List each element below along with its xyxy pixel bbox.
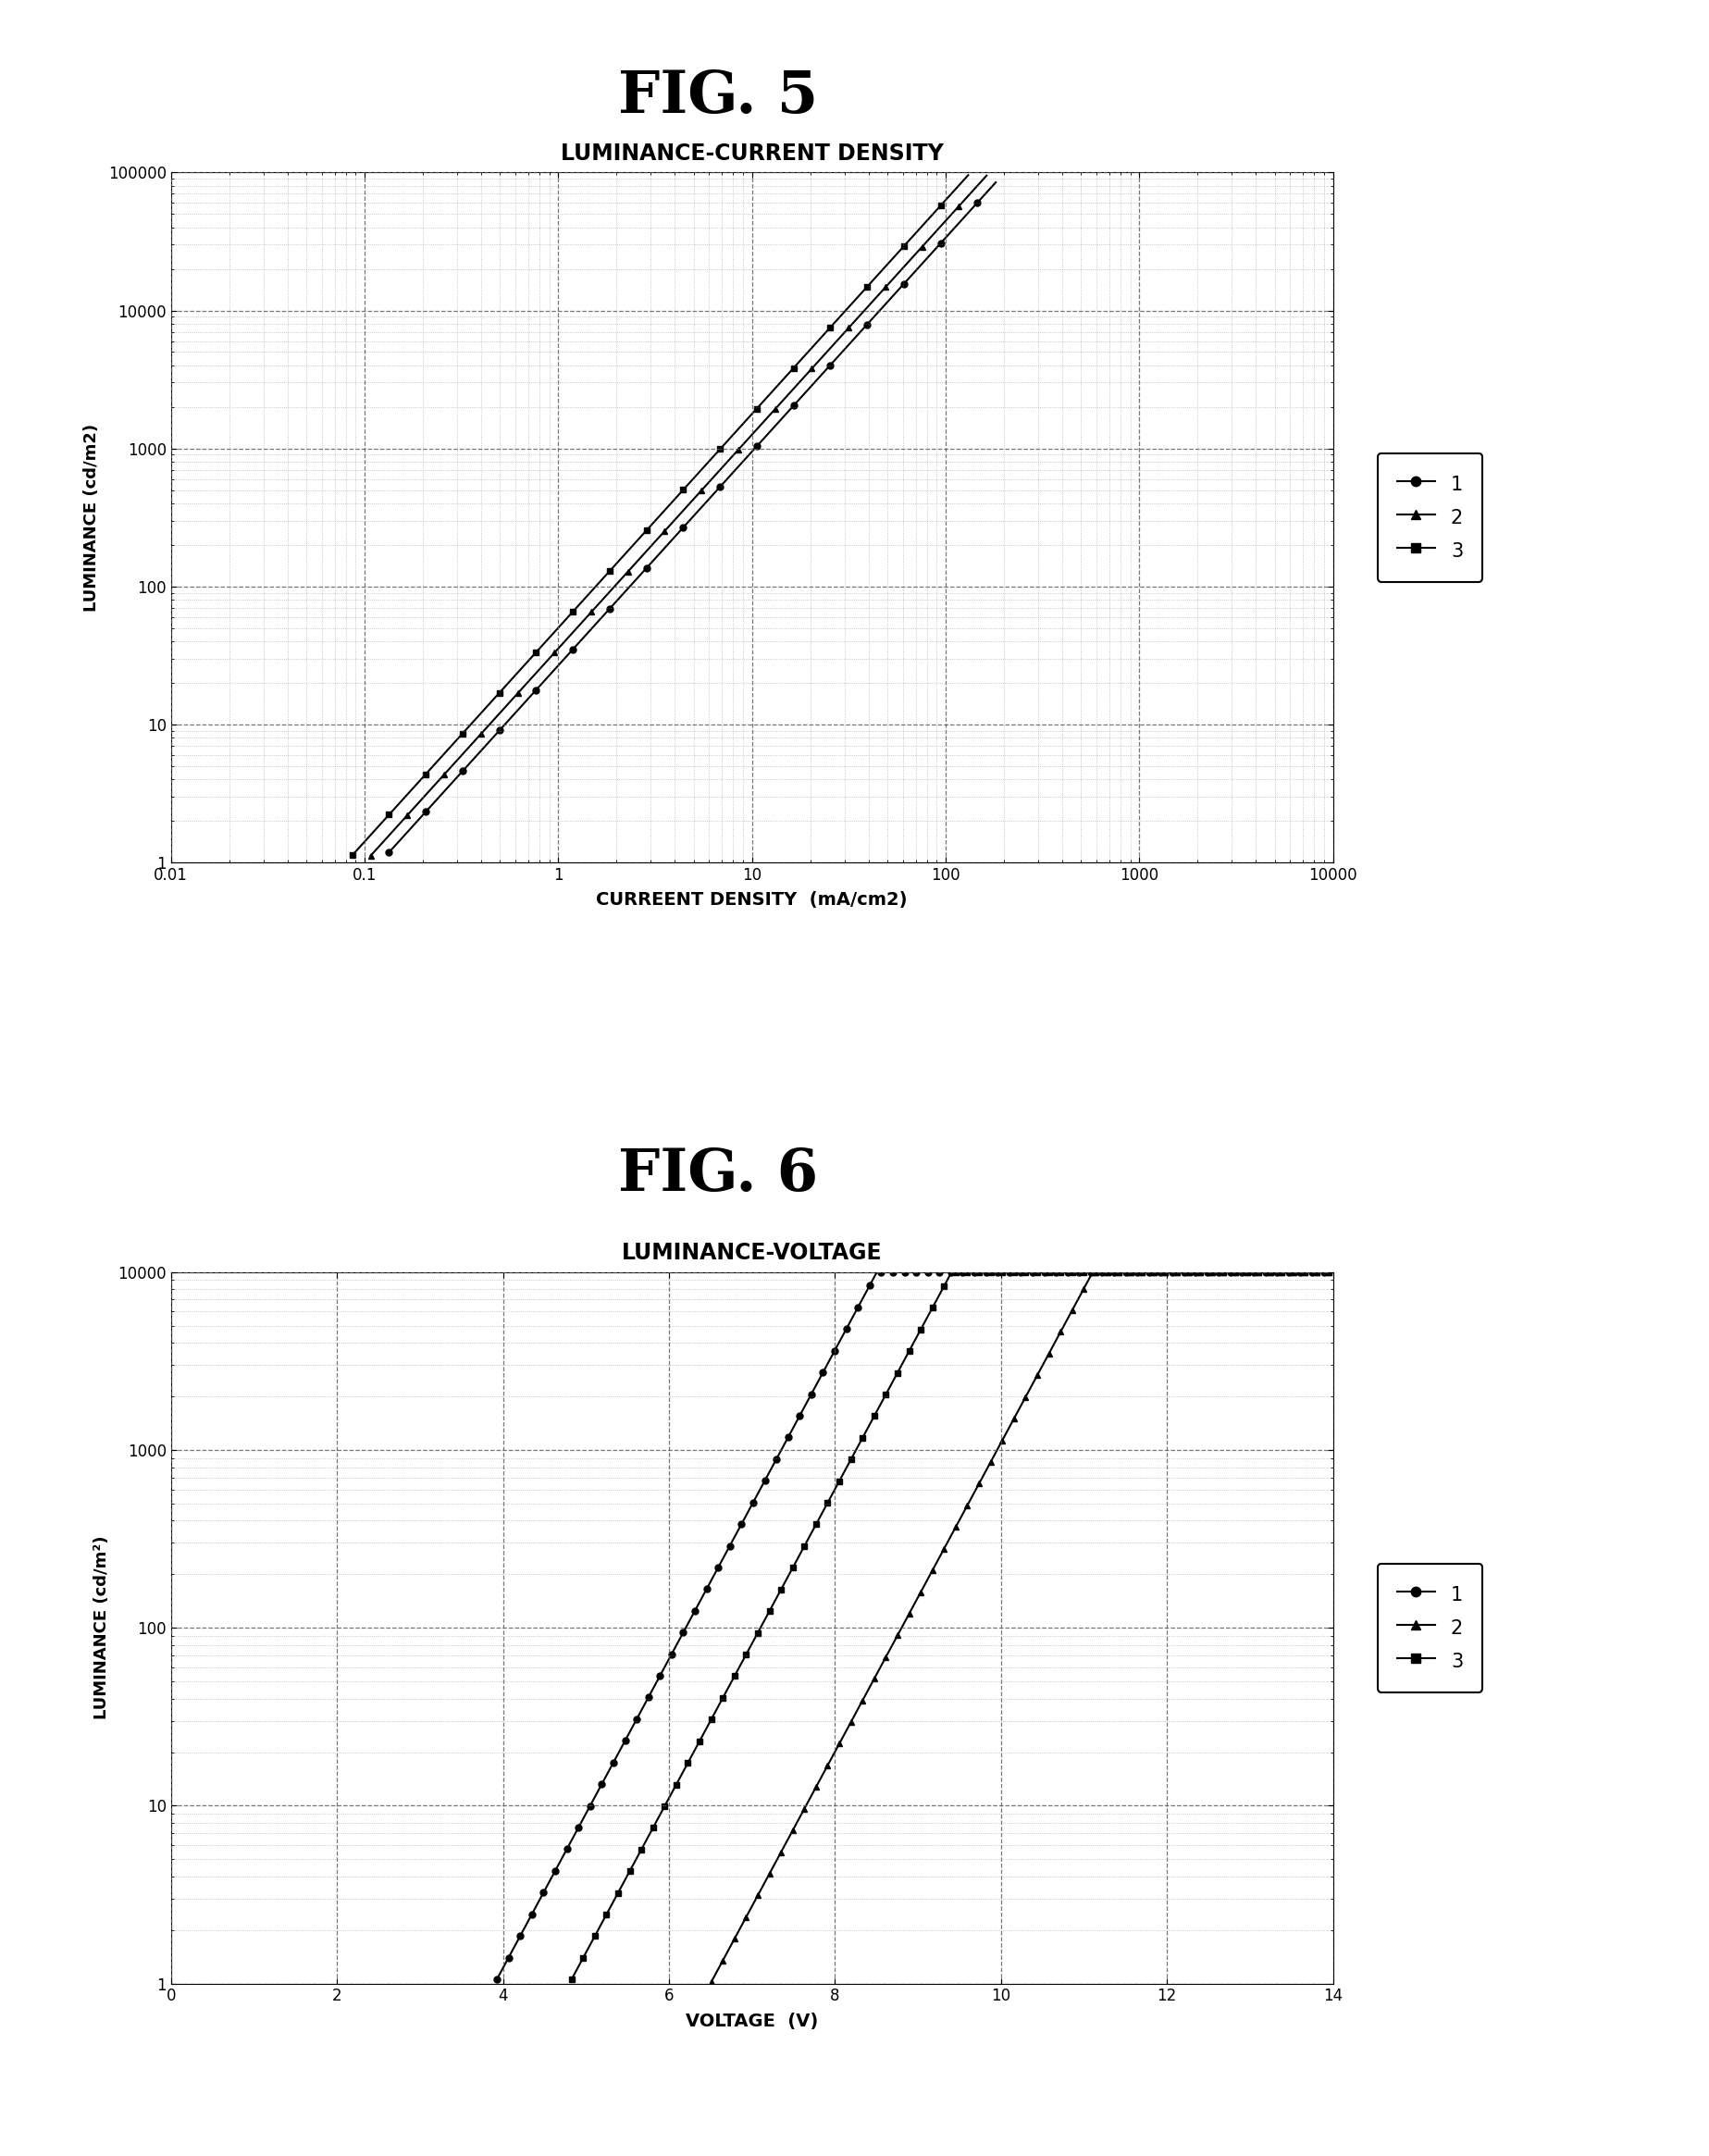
- 1: [379, 839, 400, 865]
- 1: [487, 1966, 508, 1992]
- 2: [1029, 1358, 1049, 1384]
- 1: [853, 1285, 873, 1311]
- 1: [1278, 1259, 1299, 1285]
- 2: [701, 1968, 721, 1994]
- 1: [948, 209, 969, 235]
- 3: [1323, 1259, 1343, 1285]
- Text: FIG. 6: FIG. 6: [617, 1147, 819, 1203]
- 3: [1119, 1259, 1140, 1285]
- 1: [470, 737, 490, 763]
- 2: [1323, 1259, 1343, 1285]
- 3: [955, 1259, 976, 1285]
- 2: [913, 233, 933, 259]
- 3: [480, 690, 501, 716]
- 3: [692, 457, 713, 483]
- 2: [848, 1697, 868, 1723]
- 2: [752, 1874, 772, 1899]
- 2: [911, 1578, 931, 1604]
- 2: [499, 690, 520, 716]
- Line: 1: 1: [386, 179, 1000, 856]
- 2: [1080, 1263, 1101, 1289]
- 1: [737, 1503, 757, 1529]
- 2: [976, 162, 996, 188]
- 3: [1164, 1259, 1184, 1285]
- 1: [627, 565, 648, 591]
- 1: [986, 170, 1007, 196]
- 1: [764, 1451, 784, 1477]
- 2: [508, 681, 528, 707]
- 2: [959, 183, 979, 209]
- Y-axis label: LUMINANCE (cd/m²): LUMINANCE (cd/m²): [94, 1535, 109, 1720]
- 3: [701, 446, 721, 472]
- 3: [894, 233, 914, 259]
- 3: [656, 1789, 677, 1815]
- 2: [361, 843, 381, 869]
- 3: [1138, 1259, 1159, 1285]
- 3: [342, 843, 362, 869]
- 3: [561, 1966, 581, 1992]
- 1: [590, 1777, 610, 1802]
- Text: FIG. 5: FIG. 5: [617, 69, 819, 125]
- Title: LUMINANCE-CURRENT DENSITY: LUMINANCE-CURRENT DENSITY: [561, 142, 943, 164]
- 3: [943, 1259, 964, 1285]
- 1: [839, 332, 860, 358]
- Y-axis label: LUMINANCE (cd/m2): LUMINANCE (cd/m2): [84, 423, 101, 612]
- Line: 2: 2: [708, 1270, 1336, 1986]
- 3: [1145, 1259, 1166, 1285]
- Line: 2: 2: [367, 172, 990, 858]
- X-axis label: CURREENT DENSITY  (mA/cm2): CURREENT DENSITY (mA/cm2): [596, 890, 907, 910]
- Legend: 1, 2, 3: 1, 2, 3: [1377, 453, 1482, 582]
- 2: [709, 457, 730, 483]
- 2: [719, 446, 740, 472]
- 1: [778, 1425, 798, 1451]
- Line: 1: 1: [494, 1270, 1336, 1981]
- Legend: 1, 2, 3: 1, 2, 3: [1377, 1563, 1482, 1692]
- X-axis label: VOLTAGE  (V): VOLTAGE (V): [685, 2012, 819, 2031]
- Title: LUMINANCE-VOLTAGE: LUMINANCE-VOLTAGE: [622, 1242, 882, 1263]
- Line: 3: 3: [349, 172, 971, 858]
- 1: [516, 688, 537, 714]
- 1: [868, 1259, 889, 1285]
- 2: [1207, 1259, 1227, 1285]
- 1: [1323, 1259, 1343, 1285]
- 3: [940, 183, 960, 209]
- Line: 3: 3: [569, 1270, 1336, 1984]
- 1: [655, 535, 675, 561]
- 3: [959, 162, 979, 188]
- 3: [489, 679, 509, 705]
- 2: [1084, 1259, 1104, 1285]
